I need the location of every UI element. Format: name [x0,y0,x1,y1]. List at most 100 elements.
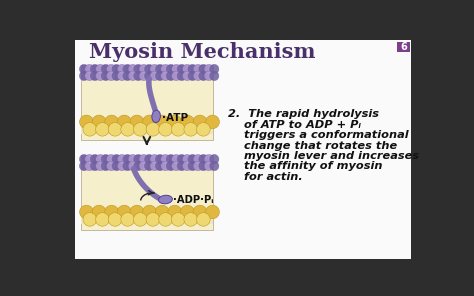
Circle shape [134,123,147,136]
Ellipse shape [199,64,208,74]
Ellipse shape [199,155,208,164]
Ellipse shape [118,161,127,171]
Ellipse shape [210,71,219,81]
Circle shape [105,115,118,129]
Text: triggers a conformational: triggers a conformational [228,130,409,140]
Ellipse shape [101,155,110,164]
Ellipse shape [166,155,175,164]
Ellipse shape [139,155,148,164]
Ellipse shape [177,64,186,74]
Ellipse shape [155,71,164,81]
Circle shape [118,115,131,129]
Ellipse shape [182,71,192,81]
Circle shape [193,205,207,219]
Ellipse shape [139,161,148,171]
Ellipse shape [85,161,94,171]
Circle shape [171,123,185,136]
Ellipse shape [118,155,127,164]
Ellipse shape [107,161,116,171]
Circle shape [143,115,156,129]
Ellipse shape [161,161,170,171]
Circle shape [155,115,169,129]
Ellipse shape [96,71,105,81]
Ellipse shape [155,155,164,164]
Text: change that rotates the: change that rotates the [228,141,398,151]
Ellipse shape [182,155,192,164]
Circle shape [83,213,97,226]
Ellipse shape [118,64,127,74]
Ellipse shape [112,64,121,74]
Bar [81,65,213,80]
Circle shape [171,213,185,226]
Ellipse shape [107,155,116,164]
Ellipse shape [128,155,137,164]
Text: myosin lever and increases: myosin lever and increases [228,151,419,161]
Ellipse shape [155,161,164,171]
Circle shape [197,213,210,226]
Ellipse shape [145,64,154,74]
Circle shape [80,115,93,129]
Ellipse shape [210,64,219,74]
Circle shape [184,123,198,136]
Ellipse shape [85,155,94,164]
Ellipse shape [134,155,143,164]
Circle shape [168,115,182,129]
Ellipse shape [101,64,110,74]
Ellipse shape [193,64,202,74]
Ellipse shape [188,155,197,164]
Ellipse shape [204,155,213,164]
Circle shape [130,205,144,219]
Ellipse shape [145,71,154,81]
Ellipse shape [139,71,148,81]
Ellipse shape [80,155,89,164]
Ellipse shape [150,71,159,81]
Bar [81,65,213,140]
Ellipse shape [128,161,137,171]
Text: 2.  The rapid hydrolysis: 2. The rapid hydrolysis [228,110,379,120]
Circle shape [197,123,210,136]
Circle shape [184,213,198,226]
Ellipse shape [134,161,143,171]
Circle shape [130,115,144,129]
Ellipse shape [152,110,160,123]
Ellipse shape [188,161,197,171]
Circle shape [146,123,160,136]
Ellipse shape [210,161,219,171]
Ellipse shape [166,71,175,81]
Circle shape [108,123,122,136]
Circle shape [181,115,194,129]
Ellipse shape [158,195,173,204]
Ellipse shape [161,71,170,81]
Text: the affinity of myosin: the affinity of myosin [228,161,383,171]
Text: of ATP to ADP + Pᵢ: of ATP to ADP + Pᵢ [228,120,361,130]
Ellipse shape [90,71,100,81]
Ellipse shape [123,155,132,164]
Ellipse shape [80,71,89,81]
Ellipse shape [107,64,116,74]
Ellipse shape [96,64,105,74]
Ellipse shape [193,155,202,164]
Text: ·ATP: ·ATP [162,113,189,123]
Ellipse shape [134,64,143,74]
Ellipse shape [112,161,121,171]
Ellipse shape [172,161,181,171]
Bar [81,155,213,170]
Ellipse shape [123,161,132,171]
Circle shape [96,213,109,226]
Ellipse shape [112,71,121,81]
Circle shape [83,123,97,136]
Ellipse shape [204,64,213,74]
Ellipse shape [150,155,159,164]
Ellipse shape [166,64,175,74]
Ellipse shape [85,71,94,81]
Ellipse shape [166,161,175,171]
Circle shape [108,213,122,226]
Text: Myosin Mechanism: Myosin Mechanism [89,42,315,62]
Circle shape [155,205,169,219]
Ellipse shape [155,64,164,74]
Ellipse shape [128,64,137,74]
Ellipse shape [150,161,159,171]
Bar [81,155,213,230]
Circle shape [121,213,135,226]
Ellipse shape [145,161,154,171]
